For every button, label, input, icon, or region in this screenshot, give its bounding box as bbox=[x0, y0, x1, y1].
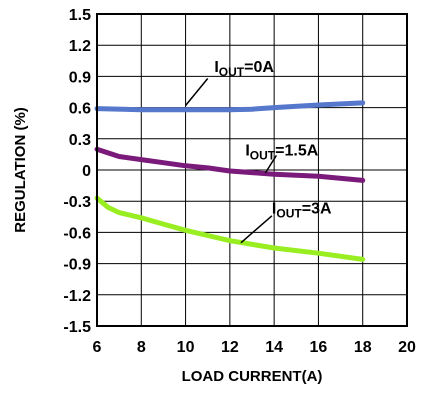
y-tick-label: 0.3 bbox=[69, 132, 91, 149]
x-tick-label: 10 bbox=[177, 339, 195, 356]
x-tick-label: 12 bbox=[221, 339, 239, 356]
x-tick-labels: 6 8 10 12 14 16 18 20 bbox=[93, 339, 416, 356]
annotation-iout-0a: IOUT=0A bbox=[214, 59, 274, 79]
y-tick-label: -1.2 bbox=[63, 288, 91, 305]
y-tick-label: 0.9 bbox=[69, 69, 91, 86]
x-axis-label: LOAD CURRENT(A) bbox=[182, 368, 323, 385]
x-tick-label: 20 bbox=[398, 339, 416, 356]
series-line-0 bbox=[94, 100, 366, 113]
y-tick-label: -0.3 bbox=[63, 194, 91, 211]
x-tick-label: 14 bbox=[265, 339, 283, 356]
plot-frame bbox=[96, 13, 408, 327]
y-axis-label: REGULATION (%) bbox=[12, 107, 29, 233]
annotation-leaders bbox=[184, 78, 277, 244]
y-tick-label: -0.9 bbox=[63, 257, 91, 274]
y-tick-label: 0 bbox=[82, 163, 91, 180]
y-tick-label: 1.5 bbox=[69, 7, 91, 24]
annotation-leader-1 bbox=[264, 155, 277, 174]
annotation-iout-1-5a: IOUT=1.5A bbox=[245, 142, 318, 162]
x-tick-label: 18 bbox=[354, 339, 372, 356]
series-lines bbox=[94, 100, 366, 262]
series-line-1 bbox=[94, 146, 366, 183]
y-tick-label: -0.6 bbox=[63, 225, 91, 242]
y-tick-labels: 1.5 1.2 0.9 0.6 0.3 0 -0.3 -0.6 -0.9 -1.2 -1.5 bbox=[63, 7, 91, 336]
x-tick-label: 16 bbox=[310, 339, 328, 356]
annotation-leader-2 bbox=[240, 215, 273, 244]
series-line-2 bbox=[94, 195, 366, 262]
annotation-iout-3a: IOUT=3A bbox=[272, 201, 332, 221]
x-tick-label: 8 bbox=[137, 339, 146, 356]
y-tick-label: 0.6 bbox=[69, 101, 91, 118]
y-tick-label: 1.2 bbox=[69, 38, 91, 55]
y-tick-label: -1.5 bbox=[63, 319, 91, 336]
x-tick-label: 6 bbox=[93, 339, 102, 356]
annotation-leader-0 bbox=[184, 78, 209, 106]
